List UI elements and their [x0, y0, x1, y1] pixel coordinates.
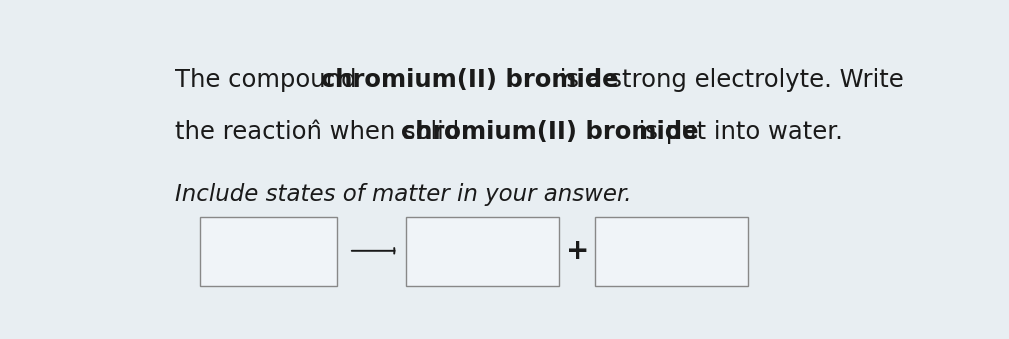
- Bar: [201, 217, 337, 286]
- Text: Include states of matter in your answer.: Include states of matter in your answer.: [175, 183, 631, 206]
- Bar: [595, 217, 748, 286]
- Text: is put into water.: is put into water.: [632, 120, 844, 144]
- Text: +: +: [566, 237, 590, 265]
- Text: The compound: The compound: [175, 68, 364, 92]
- Text: chromium(II) bromide: chromium(II) bromide: [321, 68, 619, 92]
- Bar: [406, 217, 559, 286]
- Text: the reaction̂ when solid: the reaction̂ when solid: [175, 120, 466, 144]
- Text: chromium(II) bromide: chromium(II) bromide: [401, 120, 698, 144]
- Text: is a strong electrolyte. Write: is a strong electrolyte. Write: [552, 68, 904, 92]
